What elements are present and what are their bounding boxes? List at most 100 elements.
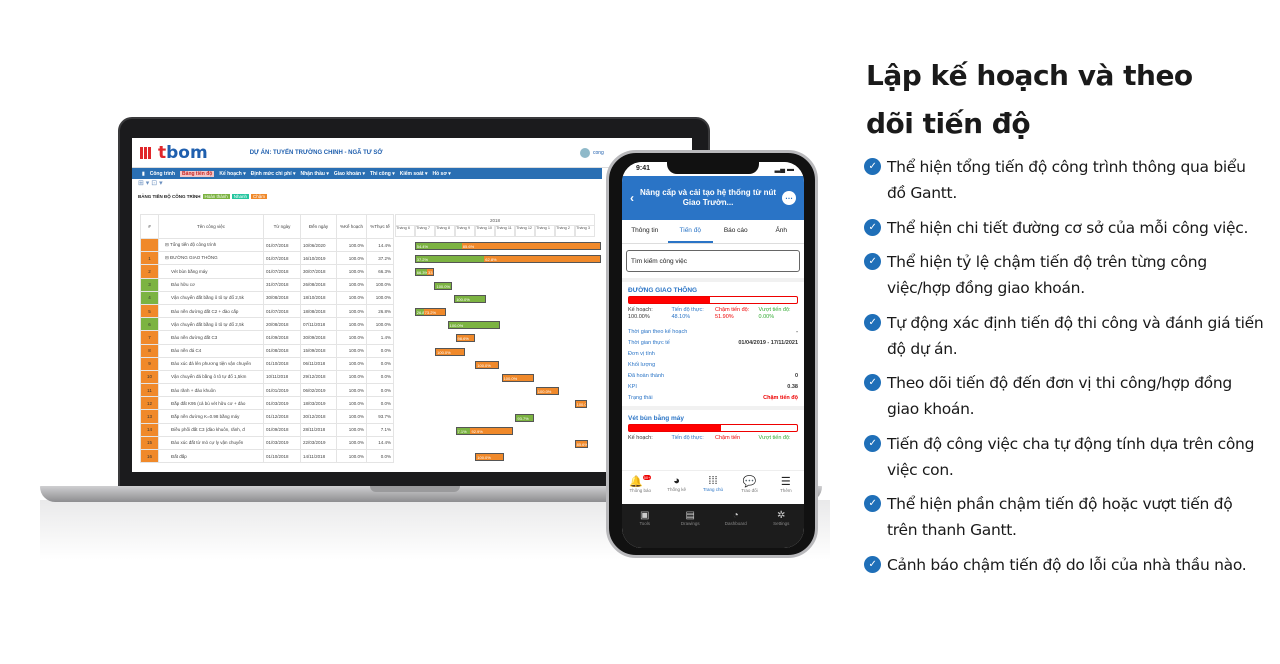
cell-actual: 37.2% xyxy=(366,251,394,266)
nav-label: Drawings xyxy=(680,521,700,526)
nav-item[interactable]: Thi công ▾ xyxy=(369,170,395,177)
back-icon[interactable]: ‹ xyxy=(630,191,634,205)
bottom-nav-item[interactable]: ◕ Thống kê xyxy=(658,471,694,504)
field-row: KPI 0.38 xyxy=(628,381,798,392)
table-row[interactable]: 11 Đào rãnh + đào khuôn 01/01/2019 06/02/20… xyxy=(140,383,394,398)
cell-plan: 100.0% xyxy=(336,251,367,266)
tab[interactable]: Tiến độ xyxy=(667,220,713,243)
bell-icon: 🔔 xyxy=(628,476,643,488)
user-menu[interactable]: cong xyxy=(580,148,604,158)
cell-plan: 100.0% xyxy=(336,422,367,437)
app-nav-item[interactable]: ▤ Drawings xyxy=(668,504,714,548)
task-card[interactable]: Vét bùn bằng máy Kế hoạch: Tiến độ thực: C… xyxy=(622,406,804,445)
nav-item[interactable]: Nhận thầu ▾ xyxy=(300,170,329,177)
table-row[interactable]: 10 Vận chuyển đá bằng ô tô tự đổ 1,5km 10/… xyxy=(140,369,394,385)
month-label: Tháng 12 xyxy=(515,225,535,237)
grid-icon: ⁞⁞⁞ xyxy=(708,475,718,487)
app-header: tbom DỰ ÁN: TUYẾN TRƯỜNG CHINH - NGÃ TƯ … xyxy=(132,138,692,168)
feature-item: ✓ Thể hiện phần chậm tiến độ hoặc vượt ti… xyxy=(864,491,1264,543)
nav-item[interactable]: Kế hoạch ▾ xyxy=(219,170,246,177)
bar-late: 100.0% xyxy=(476,361,498,368)
nav-item[interactable]: Hồ sơ ▾ xyxy=(432,170,451,177)
gantt-bar: 100.0% xyxy=(475,360,499,369)
bottom-nav-item[interactable]: ☰ Thêm xyxy=(768,471,804,504)
row-index: 13 xyxy=(140,409,159,424)
laptop-screen: tbom DỰ ÁN: TUYẾN TRƯỜNG CHINH - NGÃ TƯ … xyxy=(132,138,692,472)
cell-actual: 0.0% xyxy=(366,356,394,371)
bar-done: 54.4% xyxy=(415,243,462,249)
nav-item[interactable]: Công trình xyxy=(149,170,176,177)
stat: Chậm tiến độ: 51.90% xyxy=(715,307,755,321)
search-input[interactable]: Tìm kiếm công việc xyxy=(626,250,800,272)
cell-from: 31/07/2018 xyxy=(263,277,301,292)
gantt-bar: 100.0% xyxy=(435,347,465,356)
tab[interactable]: Ảnh xyxy=(775,227,788,234)
stat-label: Chậm tiến xyxy=(715,435,741,441)
stat-value: 100.00% xyxy=(628,314,650,320)
table-row[interactable]: 4 Vận chuyển đất bằng ô tô tự đổ 2,5k 30/0… xyxy=(140,290,394,305)
gantt-bar: 37.2% 62.8% xyxy=(414,255,601,264)
row-index: 8 xyxy=(140,343,159,358)
cell-plan: 100.0% xyxy=(336,383,367,398)
app-nav-item[interactable]: ◔ Dashboard xyxy=(713,504,759,548)
bottom-nav-item[interactable]: 🔔50+ Thông báo xyxy=(622,471,658,504)
task-name: Đào rãnh + đào khuôn xyxy=(158,383,264,398)
table-row[interactable]: 8 Đào nền đá C4 01/08/2018 15/09/2018 100.0%… xyxy=(140,343,394,358)
table-row[interactable]: 9 Đào xúc đá lên phương tiện vận chuyển 01… xyxy=(140,356,394,371)
nav-item[interactable]: Định mức chi phí ▾ xyxy=(250,170,296,177)
cell-actual: 100.0% xyxy=(366,317,394,332)
toolbar[interactable]: ⊞ ▾ ⊡ ▾ xyxy=(138,180,163,187)
app-nav: ▣ Tools ▤ Drawings ◔ Dashboard ✲ Settings xyxy=(622,504,804,548)
field-value: - xyxy=(796,328,798,335)
table-row[interactable]: 6 Vận chuyển đất bằng ô tô tự đổ 2,5k 20/0… xyxy=(140,317,394,332)
cell-to: 06/02/2019 xyxy=(300,383,337,398)
cell-from: 01/07/2018 xyxy=(263,264,301,279)
table-row[interactable]: 12 Đắp đất K95 (cả bù vét hữu cơ + đào 01/… xyxy=(140,396,394,411)
home-icon[interactable]: ▮ xyxy=(142,170,145,177)
table-title-bar: BẢNG TIẾN ĐỘ CÔNG TRÌNH Hoàn thành Nhanh Ch… xyxy=(132,191,692,201)
table-row[interactable]: ⊟ Tổng tiến độ công trình 01/07/2018 10/06… xyxy=(140,237,394,253)
bottom-nav-item[interactable]: ⁞⁞⁞ Trang chủ xyxy=(695,471,731,504)
field-value: 01/04/2019 - 17/11/2021 xyxy=(738,339,798,346)
table-row[interactable]: 1 ⊟ ĐƯỜNG GIAO THÔNG 01/07/2018 16/10/2019 1… xyxy=(140,251,394,266)
month-label: Tháng 10 xyxy=(475,225,495,237)
table-row[interactable]: 7 Đào nền đường đất C3 01/09/2018 30/09/201… xyxy=(140,330,394,345)
cell-plan: 100.0% xyxy=(336,317,367,332)
nav-item[interactable]: Kiểm soát ▾ xyxy=(399,170,428,177)
app-nav-item[interactable]: ▣ Tools xyxy=(622,504,668,548)
table-row[interactable]: 2 Vét bùn bằng máy 01/07/2018 30/07/2018 100… xyxy=(140,264,394,279)
task-card[interactable]: ĐƯỜNG GIAO THÔNG Kế hoạch: 100.00% Tiến độ… xyxy=(622,278,804,406)
stat: Chậm tiến xyxy=(715,435,755,442)
nav-label: Dashboard xyxy=(724,521,747,526)
bottom-nav-item[interactable]: 💬 Trao đổi xyxy=(731,471,767,504)
task-title: ĐƯỜNG GIAO THÔNG xyxy=(628,287,698,294)
field-label: Đơn vị tính xyxy=(628,350,655,357)
tab[interactable]: Báo cáo xyxy=(723,227,748,234)
stat-label: Vượt tiến độ: xyxy=(758,435,791,441)
app-nav-item[interactable]: ✲ Settings xyxy=(759,504,805,548)
feature-text: Thể hiện phần chậm tiến độ hoặc vượt tiế… xyxy=(887,495,1233,539)
nav-item[interactable]: Giao khoán ▾ xyxy=(333,170,365,177)
legend-tag: Chậm xyxy=(251,193,268,199)
task-name: Vận chuyển đất bằng ô tô tự đổ 2,5k xyxy=(158,290,264,305)
table-row[interactable]: 13 Đắp nền đường K=0.98 bằng máy 01/12/201… xyxy=(140,409,394,424)
tab[interactable]: Thông tin xyxy=(631,227,659,234)
nav-item[interactable]: Bảng tiến độ xyxy=(180,170,215,177)
gauge-icon: ◔ xyxy=(732,510,739,521)
cell-to: 14/11/2018 xyxy=(300,448,337,464)
table-row[interactable]: 5 Đào nền đường đất C2 + đào cấp 01/07/201… xyxy=(140,303,394,319)
table-row[interactable]: 14 Điều phối đất C3 (đào khuôn, rãnh, đ 01… xyxy=(140,422,394,437)
row-index: 6 xyxy=(140,317,159,332)
check-circle-icon: ✓ xyxy=(864,313,881,331)
apps-grid-icon[interactable] xyxy=(140,146,152,159)
legend-tag: Nhanh xyxy=(231,193,250,199)
check-circle-icon: ✓ xyxy=(864,374,881,391)
cell-actual: 0.0% xyxy=(366,396,394,411)
chat-icon[interactable]: … xyxy=(782,191,796,205)
table-row[interactable]: 16 Đất đắp 01/10/2018 14/11/2018 100.0% 0.0% xyxy=(140,448,394,464)
table-row[interactable]: 3 Đào hữu cơ 31/07/2018 26/08/2018 100.0% 100… xyxy=(140,277,394,292)
phone-content: Tìm kiếm công việc ĐƯỜNG GIAO THÔNG Kế h… xyxy=(622,244,804,470)
toolbox-icon: ▣ xyxy=(640,510,650,521)
feature-item: ✓ Thể hiện chi tiết đường cơ sở của mỗi c… xyxy=(864,215,1264,241)
table-row[interactable]: 15 Đào xúc đất từ mỏ cự ly vận chuyển 01/0… xyxy=(140,435,394,451)
